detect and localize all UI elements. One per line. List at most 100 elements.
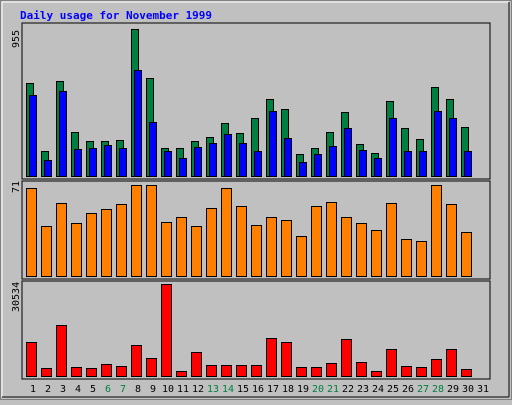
kbytes-bar xyxy=(296,367,307,377)
pages-bar xyxy=(41,226,52,277)
day-label: 3 xyxy=(60,384,66,395)
day-label: 12 xyxy=(192,384,204,395)
files-bar xyxy=(314,154,322,177)
files-bar xyxy=(239,143,247,177)
day-label: 13 xyxy=(207,384,219,395)
pages-bar xyxy=(356,223,367,277)
kbytes-bar xyxy=(446,349,457,377)
kbytes-bar xyxy=(41,368,52,377)
pages-bar xyxy=(161,222,172,277)
pages-bar xyxy=(401,239,412,277)
kbytes-bar xyxy=(101,364,112,377)
day-label: 19 xyxy=(297,384,309,395)
day-label: 22 xyxy=(342,384,354,395)
kbytes-bar xyxy=(356,362,367,377)
pages-bar xyxy=(251,225,262,277)
pages-bar xyxy=(86,213,97,277)
day-label: 28 xyxy=(432,384,444,395)
kbytes-bar xyxy=(416,367,427,377)
pages-bar xyxy=(176,217,187,277)
pages-ymax-label: 71 xyxy=(11,181,22,193)
kbytes-bar xyxy=(146,358,157,377)
kbytes-bar xyxy=(86,368,97,377)
files-bar xyxy=(254,151,262,177)
kbytes-bar xyxy=(206,365,217,377)
hits-ymax-label: 955 xyxy=(11,30,22,48)
day-label: 18 xyxy=(282,384,294,395)
day-label: 24 xyxy=(372,384,384,395)
day-label: 27 xyxy=(417,384,429,395)
day-label: 21 xyxy=(327,384,339,395)
files-bar xyxy=(419,151,427,177)
day-label: 6 xyxy=(105,384,111,395)
kbytes-bars xyxy=(26,284,472,377)
files-bar xyxy=(404,151,412,177)
day-label: 25 xyxy=(387,384,399,395)
chart-title: Daily usage for November 1999 xyxy=(20,9,212,22)
files-bar xyxy=(329,146,337,177)
day-label: 11 xyxy=(177,384,189,395)
pages-bar xyxy=(131,185,142,277)
kbytes-bar xyxy=(281,342,292,377)
day-label: 5 xyxy=(90,384,96,395)
pages-bar xyxy=(461,232,472,277)
kbytes-bar xyxy=(161,284,172,377)
kbytes-bar xyxy=(266,338,277,377)
day-label: 10 xyxy=(162,384,174,395)
kbytes-bar xyxy=(386,349,397,377)
files-bar xyxy=(59,91,67,177)
files-bar xyxy=(434,111,442,177)
day-axis-labels: 1 2 3 4 5 6 7 8 9 10 11 12 13 14 15 16 17 18 19 20 21 22 23 24 2… xyxy=(30,384,489,395)
files-bar xyxy=(29,95,37,177)
files-bar xyxy=(44,160,52,177)
pages-bar xyxy=(386,203,397,277)
day-label: 17 xyxy=(267,384,279,395)
pages-bar xyxy=(26,188,37,277)
files-bar xyxy=(344,128,352,177)
day-label: 1 xyxy=(30,384,36,395)
kbytes-bar xyxy=(326,363,337,377)
files-bar xyxy=(134,70,142,177)
pages-bar xyxy=(146,185,157,277)
pages-bar xyxy=(371,230,382,277)
pages-bar xyxy=(446,204,457,277)
files-bar xyxy=(374,158,382,177)
pages-bar xyxy=(221,188,232,277)
day-label: 8 xyxy=(135,384,141,395)
day-label: 7 xyxy=(120,384,126,395)
pages-bar xyxy=(281,220,292,277)
kbytes-bar xyxy=(26,342,37,377)
files-bar xyxy=(149,122,157,177)
pages-bar xyxy=(326,202,337,277)
pages-bar xyxy=(311,206,322,277)
pages-bar xyxy=(206,208,217,277)
kbytes-bar xyxy=(191,352,202,377)
files-bar xyxy=(179,158,187,177)
kbytes-bar xyxy=(56,325,67,377)
pages-bar xyxy=(71,223,82,277)
pages-bar xyxy=(341,217,352,277)
pages-bar xyxy=(236,206,247,277)
day-label: 14 xyxy=(222,384,234,395)
kbytes-ymax-label: 30534 xyxy=(11,282,22,312)
kbytes-bar xyxy=(341,339,352,377)
kbytes-bar xyxy=(371,371,382,377)
day-label: 23 xyxy=(357,384,369,395)
pages-bar xyxy=(431,185,442,277)
day-label: 29 xyxy=(447,384,459,395)
pages-bar xyxy=(56,203,67,277)
files-bar xyxy=(464,151,472,177)
pages-bar xyxy=(266,217,277,277)
kbytes-bar xyxy=(236,365,247,377)
files-bar xyxy=(359,150,367,177)
pages-bar xyxy=(116,204,127,277)
kbytes-bar xyxy=(431,359,442,377)
pages-bar xyxy=(101,209,112,277)
files-bar xyxy=(89,148,97,177)
day-label: 30 xyxy=(462,384,474,395)
kbytes-panel xyxy=(21,280,491,380)
day-label: 2 xyxy=(45,384,51,395)
files-bar xyxy=(284,138,292,177)
kbytes-bar xyxy=(251,365,262,377)
